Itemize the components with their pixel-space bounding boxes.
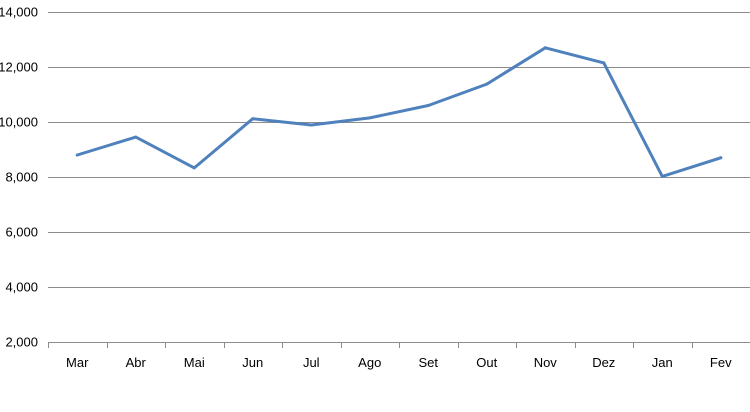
x-tick-label: Jun [242,355,263,370]
data-point [134,135,138,139]
data-point [543,46,547,50]
y-tick-label: 10,000 [0,115,38,130]
y-axis-tick-labels: 2,000 4,000 6,000 8,000 10,000 12,000 14,000 [0,5,38,350]
x-tick-label: Fev [710,355,732,370]
data-point [251,117,255,121]
data-point [75,153,79,157]
data-point [309,123,313,127]
x-axis [48,342,750,348]
data-point [660,174,664,178]
data-point [485,82,489,86]
x-tick-label: Jan [652,355,673,370]
x-tick-label: Abr [126,355,147,370]
gridlines [48,12,750,288]
data-point [192,166,196,170]
x-axis-tick-labels: Mar Abr Mai Jun Jul Ago Set Out Nov Dez Jan Fev [66,355,732,370]
series-layer [75,46,723,178]
x-tick-label: Jul [303,355,320,370]
data-point [602,61,606,65]
x-tick-label: Ago [358,355,381,370]
x-tick-label: Dez [592,355,615,370]
x-tick-label: Mai [184,355,205,370]
data-point [368,116,372,120]
x-tick-label: Out [476,355,497,370]
y-tick-label: 6,000 [5,225,38,240]
y-tick-label: 12,000 [0,60,38,75]
x-tick-label: Set [418,355,438,370]
x-tick-label: Mar [66,355,89,370]
y-tick-label: 2,000 [5,335,38,350]
x-tick-label: Nov [534,355,558,370]
series-line [75,46,723,178]
y-tick-label: 8,000 [5,170,38,185]
y-tick-label: 4,000 [5,280,38,295]
data-point [719,156,723,160]
data-point [426,104,430,107]
y-tick-label: 14,000 [0,5,38,20]
